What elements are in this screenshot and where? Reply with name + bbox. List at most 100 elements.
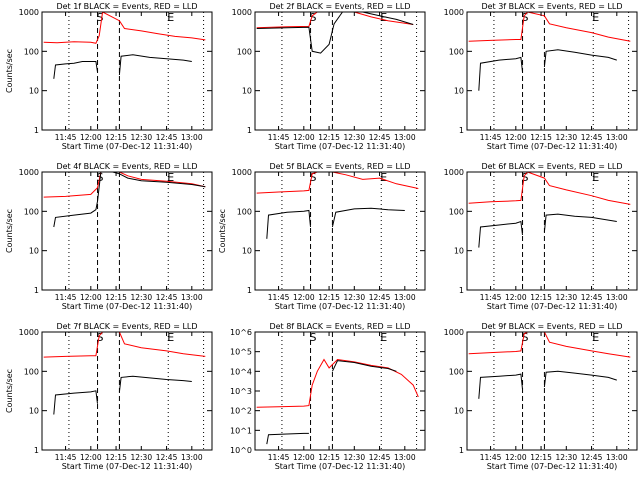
x-tick-label: 12:45 xyxy=(581,133,603,142)
x-tick-label: 12:15 xyxy=(105,133,127,142)
series-group xyxy=(256,12,414,54)
y-tick-label: 100 xyxy=(237,207,252,216)
y-tick-label: 10^4 xyxy=(230,367,252,376)
series-lld-line xyxy=(256,358,419,408)
x-tick-label: 12:15 xyxy=(318,293,340,302)
series-events-line-2 xyxy=(543,370,617,388)
marker-label-e: E xyxy=(167,331,174,344)
plot-frame xyxy=(254,331,426,451)
series-events-line-1 xyxy=(53,61,98,79)
y-tick-label: 100 xyxy=(24,367,39,376)
series-lld-line xyxy=(43,332,206,358)
x-tick-label: 13:00 xyxy=(394,133,416,142)
plot-frame xyxy=(254,11,426,131)
y-tick-label: 10^0 xyxy=(230,446,252,455)
marker-label-e: E xyxy=(380,171,387,184)
x-axis-label: Start Time (07-Dec-12 11:31:40) xyxy=(62,142,193,151)
y-tick-label: 1 xyxy=(459,446,464,455)
x-tick-label: 13:00 xyxy=(181,293,203,302)
x-tick-label: 12:15 xyxy=(318,133,340,142)
marker-label-s: S xyxy=(522,331,529,344)
y-tick-label: 1 xyxy=(34,446,39,455)
y-tick-label: 1000 xyxy=(19,168,39,177)
x-tick-label: 12:45 xyxy=(369,293,391,302)
panel-title: Det 1f BLACK = Events, RED = LLD xyxy=(56,2,197,11)
y-axis-label: Counts/sec xyxy=(5,49,14,93)
panel-title: Det 2f BLACK = Events, RED = LLD xyxy=(269,2,410,11)
series-events-line-1 xyxy=(256,12,414,54)
x-tick-label: 13:00 xyxy=(606,133,628,142)
series-events-line-2 xyxy=(543,49,617,68)
y-tick-label: 1000 xyxy=(232,8,252,17)
series-lld-line xyxy=(256,12,414,29)
y-tick-label: 1 xyxy=(247,286,252,295)
y-tick-label: 10 xyxy=(242,87,252,96)
y-tick-label: 100 xyxy=(24,47,39,56)
series-group xyxy=(43,332,206,415)
x-tick-label: 11:45 xyxy=(268,453,290,462)
x-tick-label: 12:00 xyxy=(293,133,315,142)
series-events-line-1 xyxy=(266,209,311,239)
x-tick-label: 12:45 xyxy=(156,133,178,142)
y-tick-label: 10^5 xyxy=(230,348,252,357)
series-events-line-2 xyxy=(331,207,405,228)
y-axis-label: Counts/sec xyxy=(5,209,14,253)
y-tick-label: 10^2 xyxy=(230,407,252,416)
x-tick-label: 11:45 xyxy=(268,133,290,142)
x-tick-label: 12:00 xyxy=(80,133,102,142)
plot-frame xyxy=(41,331,213,451)
x-tick-label: 12:30 xyxy=(343,133,365,142)
marker-label-e: E xyxy=(592,171,599,184)
x-tick-label: 12:45 xyxy=(581,293,603,302)
y-tick-label: 10 xyxy=(454,407,464,416)
x-tick-label: 12:15 xyxy=(530,133,552,142)
x-tick-label: 12:00 xyxy=(505,133,527,142)
x-tick-label: 12:30 xyxy=(555,453,577,462)
x-tick-label: 12:15 xyxy=(318,453,340,462)
x-tick-label: 11:45 xyxy=(480,453,502,462)
series-group xyxy=(468,332,631,399)
panel-title: Det 6f BLACK = Events, RED = LLD xyxy=(481,162,622,171)
x-tick-label: 12:15 xyxy=(105,293,127,302)
x-tick-label: 12:30 xyxy=(343,453,365,462)
series-lld-line xyxy=(43,12,206,44)
y-tick-label: 100 xyxy=(449,207,464,216)
y-tick-label: 1000 xyxy=(444,168,464,177)
x-axis-label: Start Time (07-Dec-12 11:31:40) xyxy=(62,462,193,471)
y-tick-label: 10^6 xyxy=(230,328,252,337)
marker-label-e: E xyxy=(167,171,174,184)
marker-label-s: S xyxy=(522,11,529,24)
y-tick-label: 10 xyxy=(29,87,39,96)
y-tick-label: 10 xyxy=(242,247,252,256)
x-tick-label: 12:45 xyxy=(581,453,603,462)
series-events-line-1 xyxy=(478,373,523,399)
x-axis-label: Start Time (07-Dec-12 11:31:40) xyxy=(487,462,618,471)
x-axis-label: Start Time (07-Dec-12 11:31:40) xyxy=(487,302,618,311)
plot-frame xyxy=(41,171,213,291)
x-tick-label: 12:00 xyxy=(505,453,527,462)
series-events-line-1 xyxy=(478,56,523,91)
series-group xyxy=(43,172,206,228)
x-tick-label: 12:30 xyxy=(130,293,152,302)
plot-frame xyxy=(41,11,213,131)
y-tick-label: 1000 xyxy=(444,8,464,17)
y-tick-label: 10 xyxy=(454,247,464,256)
plot-frame xyxy=(466,11,638,131)
series-lld-line xyxy=(468,332,631,358)
series-group xyxy=(256,172,419,239)
series-events-line-1 xyxy=(478,220,523,248)
y-tick-label: 1 xyxy=(34,286,39,295)
marker-label-e: E xyxy=(592,331,599,344)
y-tick-label: 10 xyxy=(29,247,39,256)
x-tick-label: 11:45 xyxy=(480,133,502,142)
y-tick-label: 10 xyxy=(454,87,464,96)
y-tick-label: 1000 xyxy=(19,8,39,17)
marker-label-e: E xyxy=(167,11,174,24)
marker-label-s: S xyxy=(522,171,529,184)
marker-label-s: S xyxy=(310,11,317,24)
